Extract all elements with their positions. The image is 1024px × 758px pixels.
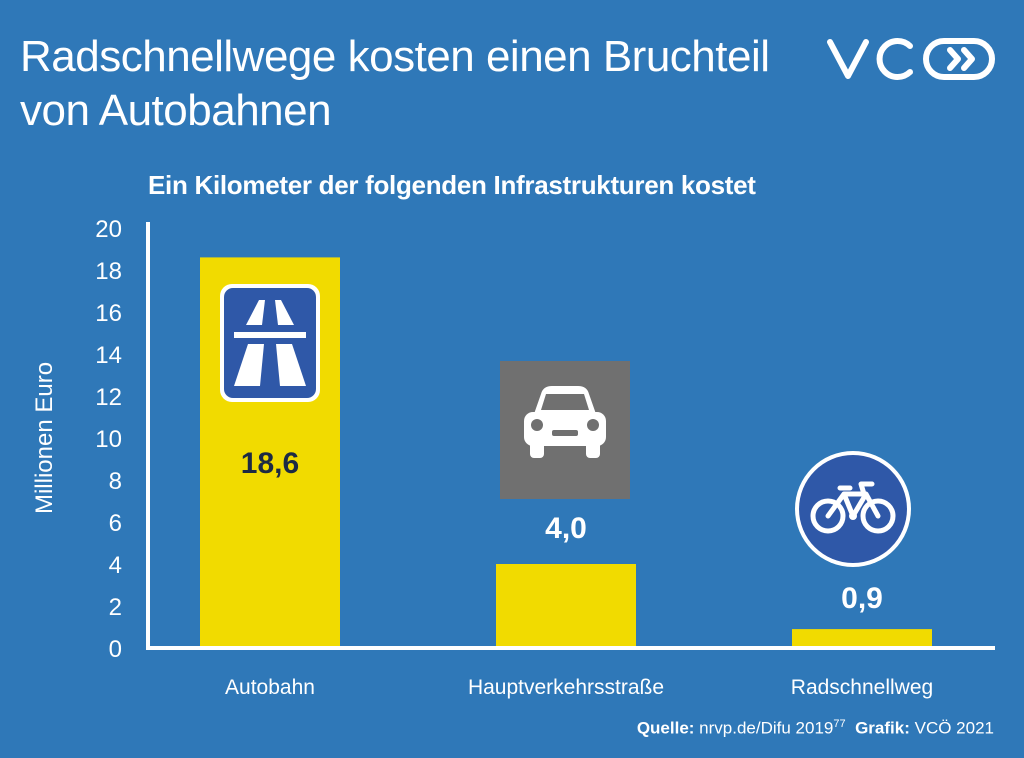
page-title: Radschnellwege kosten einen Bruchteil vo… <box>20 30 800 138</box>
value-label-2: 4,0 <box>545 512 587 545</box>
y-tick-label-0: 0 <box>109 636 122 663</box>
y-tick-label-16: 16 <box>95 300 122 327</box>
chart-subtitle: Ein Kilometer der folgenden Infrastruktu… <box>148 170 756 200</box>
bar-hauptverkehrsstraße <box>496 564 636 648</box>
y-tick-label-20: 20 <box>95 216 122 243</box>
car-sign-icon <box>500 361 630 499</box>
y-tick-label-4: 4 <box>109 552 122 579</box>
vco-logo <box>827 38 995 80</box>
graphic-label: Grafik: <box>855 718 910 738</box>
y-tick-label-2: 2 <box>109 594 122 621</box>
source-label: Quelle: <box>636 718 695 738</box>
motorway-sign-icon <box>220 284 320 402</box>
bicycle-sign-icon <box>795 451 911 567</box>
value-label-1: 18,6 <box>241 447 299 480</box>
y-tick-label-14: 14 <box>95 342 122 369</box>
y-tick-label-6: 6 <box>109 510 122 537</box>
y-tick-label-10: 10 <box>95 426 122 453</box>
title-line-1: Radschnellwege kosten einen Bruchteil <box>20 32 770 81</box>
source-ref: 77 <box>833 718 846 730</box>
category-label-3: Radschnellweg <box>791 676 933 699</box>
title-line-2: von Autobahnen <box>20 86 332 135</box>
y-tick-label-12: 12 <box>95 384 122 411</box>
source-text: nrvp.de/Difu 2019 <box>699 718 834 738</box>
graphic-text: VCÖ 2021 <box>914 718 994 738</box>
y-axis-label: Millionen Euro <box>31 362 58 514</box>
category-label-2: Hauptverkehrsstraße <box>468 676 664 699</box>
source-note: Quelle: nrvp.de/Difu 201977 Grafik: VCÖ … <box>637 718 994 739</box>
category-label-1: Autobahn <box>225 676 315 699</box>
y-tick-label-18: 18 <box>95 258 122 285</box>
y-tick-label-8: 8 <box>109 468 122 495</box>
value-label-3: 0,9 <box>841 582 883 615</box>
bar-radschnellweg <box>792 629 932 648</box>
